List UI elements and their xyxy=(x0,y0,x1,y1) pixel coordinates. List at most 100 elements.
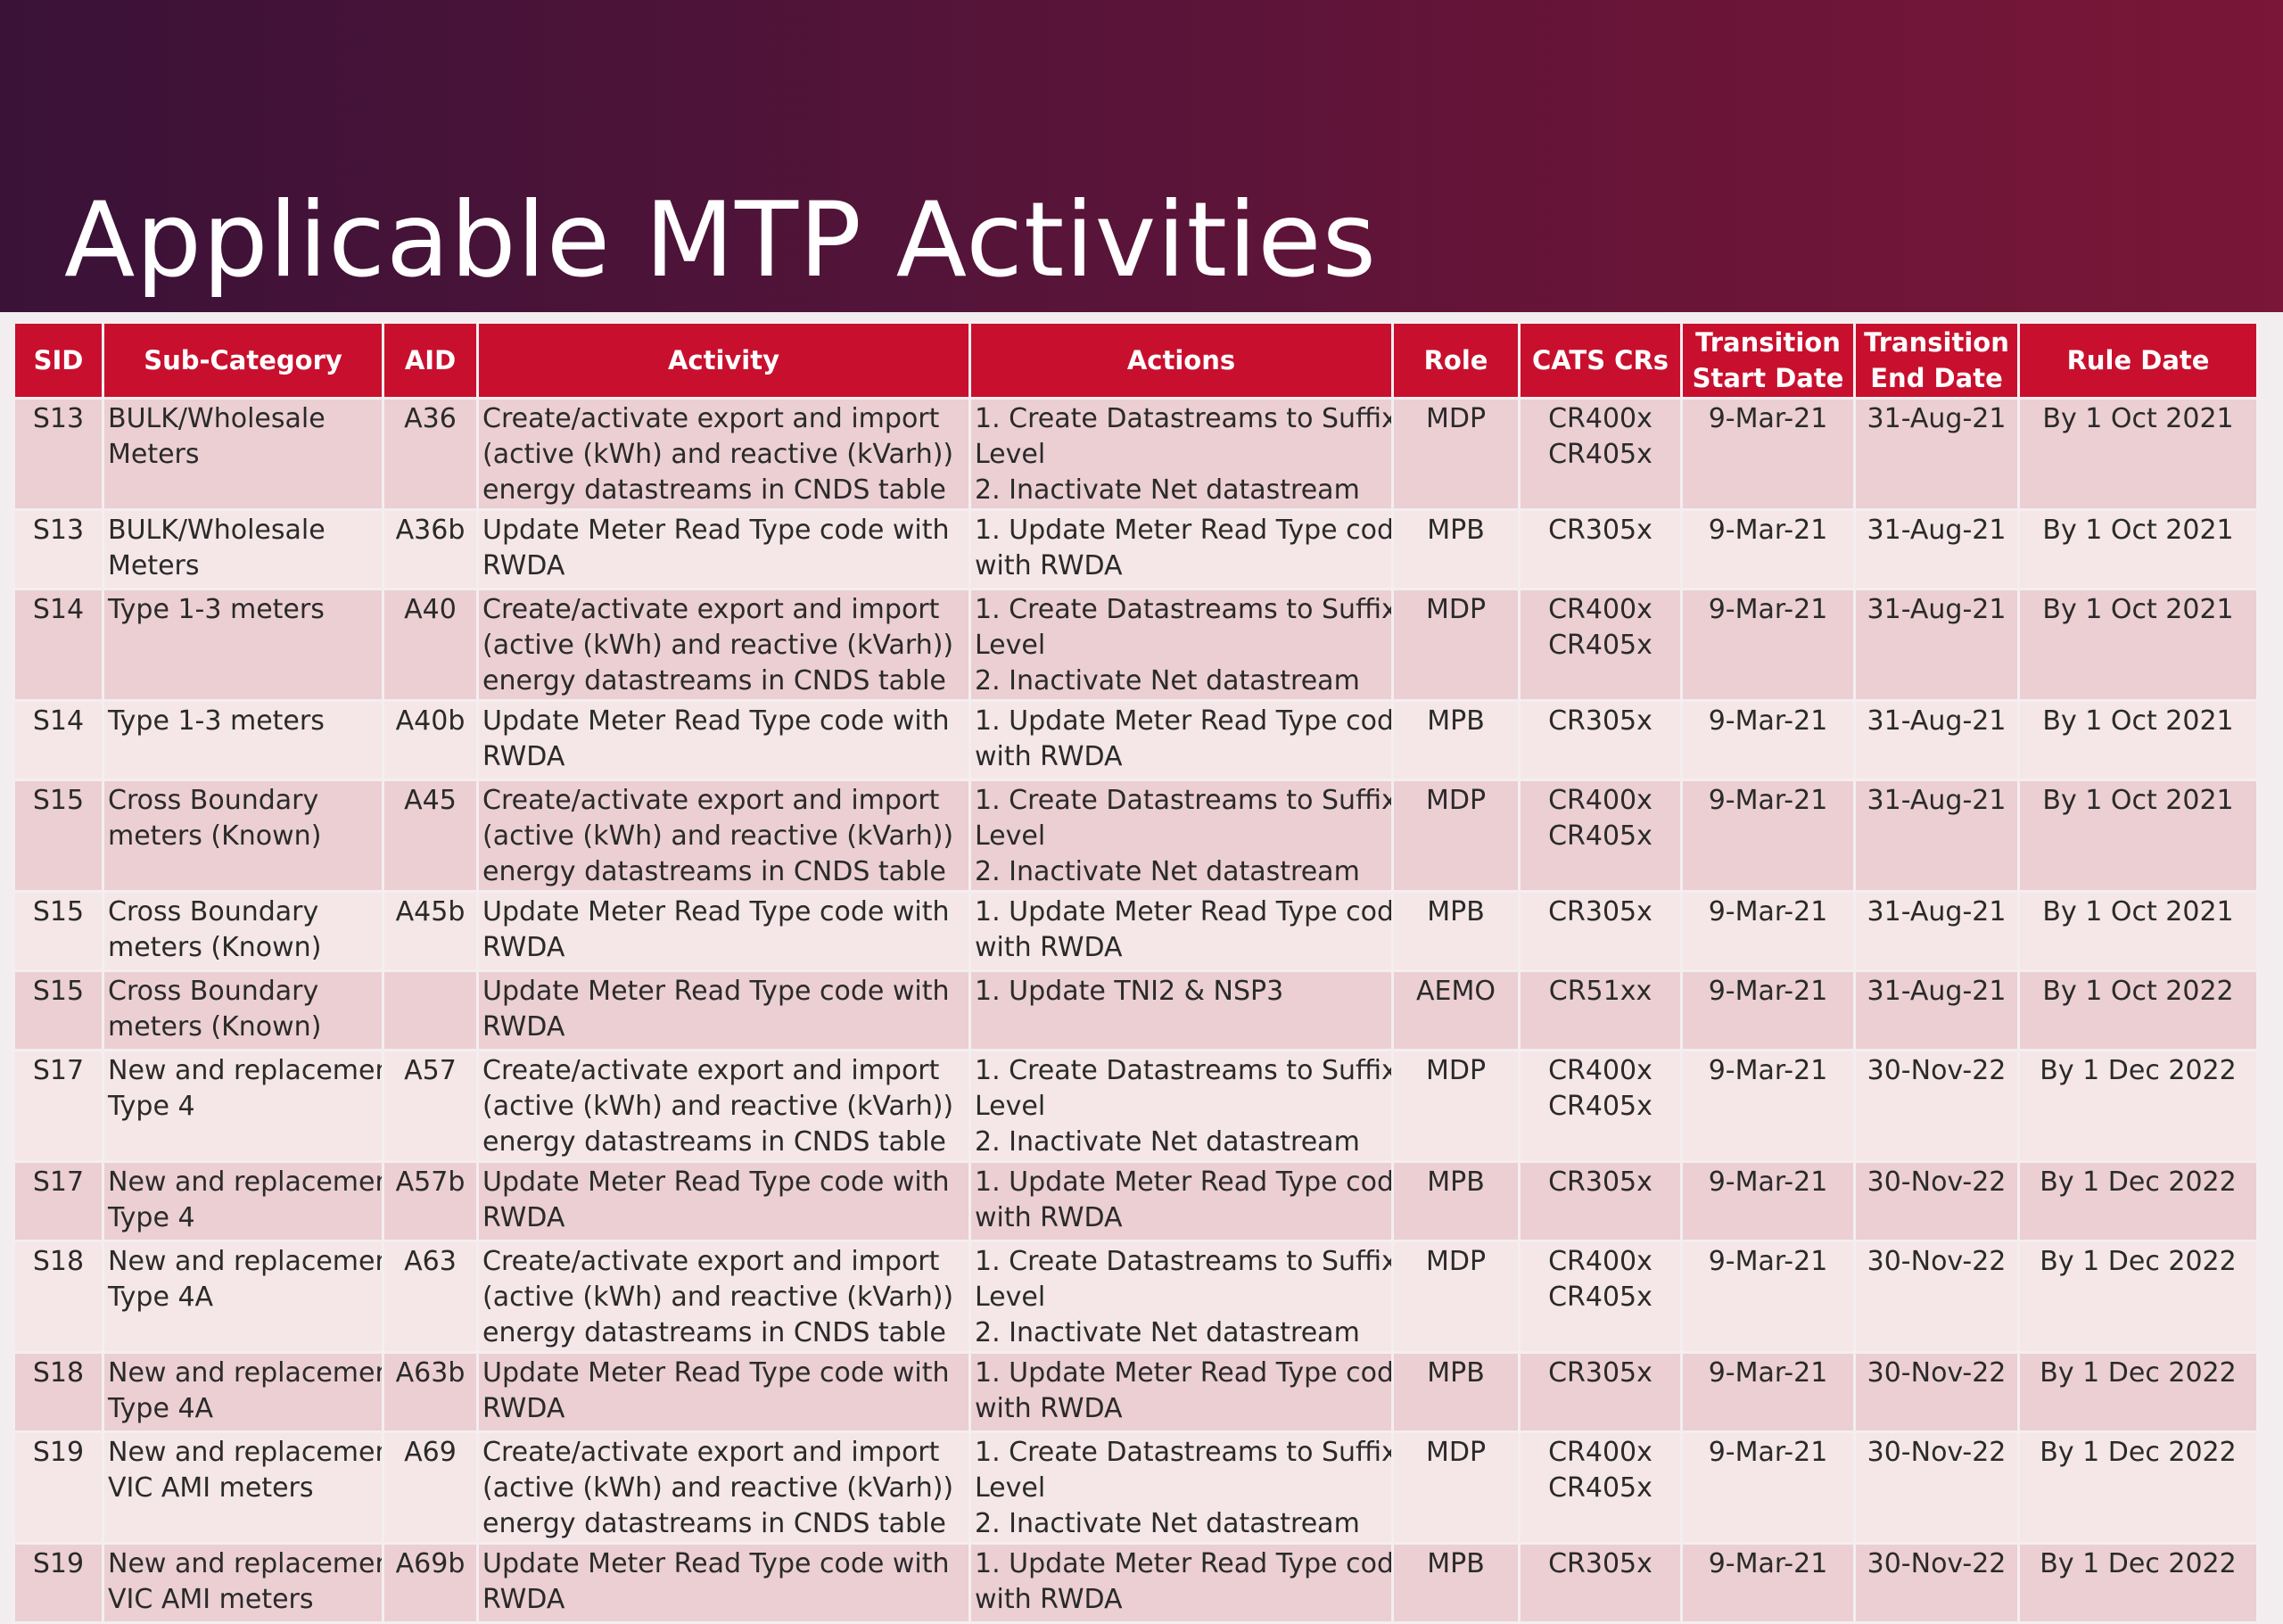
cell-sub-category: New and replacement VIC AMI meters xyxy=(102,1542,384,1624)
cell-aid: A45 xyxy=(382,779,479,893)
cell-activity: Create/activate export and import (active… xyxy=(476,1049,971,1163)
table-row: S15 Cross Boundary meters (Known) Update Me… xyxy=(12,969,2259,1051)
cell-activity-line: RWDA xyxy=(482,550,565,581)
cell-cats-crs-line: CR405x xyxy=(1548,1091,1652,1122)
cell-activity-line: energy datastreams in CNDS table xyxy=(482,474,946,506)
cell-sub-category-line: New and replacement xyxy=(108,1437,383,1468)
table-row: S17 New and replacement Type 4 A57b Update M… xyxy=(12,1160,2259,1242)
cell-rule-date: By 1 Oct 2021 xyxy=(2017,397,2259,511)
title-banner xyxy=(0,0,2283,312)
cell-transition-end: 31-Aug-21 xyxy=(1853,779,2020,893)
cell-activity-line: Create/activate export and import xyxy=(482,1437,940,1468)
cell-activity-line: Update Meter Read Type code with xyxy=(482,515,950,546)
cell-rule-date: By 1 Dec 2022 xyxy=(2017,1160,2259,1242)
cell-sub-category-line: New and replacement xyxy=(108,1055,383,1086)
cell-activity: Update Meter Read Type code with RWDA xyxy=(476,890,971,972)
cell-rule-date: By 1 Dec 2022 xyxy=(2017,1430,2259,1545)
cell-transition-end: 30-Nov-22 xyxy=(1853,1542,2020,1624)
cell-actions-line: 1. Create Datastreams to Suffix xyxy=(975,785,1393,816)
cell-sub-category-line: Meters xyxy=(108,550,200,581)
cell-actions-line: with RWDA xyxy=(975,932,1123,963)
cell-sub-category: BULK/Wholesale Meters xyxy=(102,397,384,511)
cell-cats-crs-line: CR400x xyxy=(1548,785,1652,816)
table-row: S14 Type 1-3 meters A40b Update Meter Read … xyxy=(12,699,2259,781)
cell-sub-category-line: Type 4 xyxy=(108,1202,195,1233)
table-row: S14 Type 1-3 meters A40 Create/activate exp… xyxy=(12,588,2259,702)
cell-cats-crs-line: CR305x xyxy=(1548,896,1652,927)
cell-activity-line: (active (kWh) and reactive (kVarh)) xyxy=(482,1472,954,1504)
cell-activity: Update Meter Read Type code with RWDA xyxy=(476,699,971,781)
cell-sub-category-line: meters (Known) xyxy=(108,820,322,852)
cell-actions: 1. Update Meter Read Type code with RWDA xyxy=(968,1351,1394,1433)
cell-actions-line: Level xyxy=(975,439,1046,470)
cell-actions-line: 1. Create Datastreams to Suffix xyxy=(975,403,1393,434)
cell-cats-crs: CR305x xyxy=(1518,1160,1683,1242)
cell-sub-category: Cross Boundary meters (Known) xyxy=(102,890,384,972)
cell-actions-line: with RWDA xyxy=(975,550,1123,581)
table-row: S18 New and replacement Type 4A A63 Create/a… xyxy=(12,1240,2259,1354)
cell-activity-line: (active (kWh) and reactive (kVarh)) xyxy=(482,1282,954,1313)
cell-activity-line: RWDA xyxy=(482,741,565,772)
cell-transition-end: 30-Nov-22 xyxy=(1853,1049,2020,1163)
header-transition-start-line1: Transition xyxy=(1695,327,1841,358)
cell-actions-line: Level xyxy=(975,1091,1046,1122)
cell-activity: Create/activate export and import (active… xyxy=(476,779,971,893)
cell-activity-line: RWDA xyxy=(482,1584,565,1615)
page-title: Applicable MTP Activities xyxy=(64,180,1377,301)
cell-cats-crs: CR51xx xyxy=(1518,969,1683,1051)
cell-actions-line: 1. Create Datastreams to Suffix xyxy=(975,1246,1393,1277)
cell-actions: 1. Create Datastreams to Suffix Level 2. I… xyxy=(968,397,1394,511)
cell-activity-line: Update Meter Read Type code with xyxy=(482,1548,950,1579)
cell-role: MPB xyxy=(1391,508,1521,590)
cell-transition-start: 9-Mar-21 xyxy=(1680,779,1856,893)
cell-rule-date: By 1 Oct 2021 xyxy=(2017,588,2259,702)
cell-cats-crs-line: CR305x xyxy=(1548,1357,1652,1389)
cell-transition-end: 30-Nov-22 xyxy=(1853,1240,2020,1354)
cell-role: MPB xyxy=(1391,1351,1521,1433)
header-transition-end-line1: Transition xyxy=(1864,327,2009,358)
cell-sub-category-line: Type 1-3 meters xyxy=(108,594,325,625)
cell-transition-start: 9-Mar-21 xyxy=(1680,1351,1856,1433)
cell-actions: 1. Update TNI2 & NSP3 xyxy=(968,969,1394,1051)
cell-role: MPB xyxy=(1391,699,1521,781)
cell-sub-category-line: Cross Boundary xyxy=(108,896,319,927)
cell-sub-category-line: Type 4 xyxy=(108,1091,195,1122)
cell-actions-line: Level xyxy=(975,820,1046,852)
cell-actions-line: 2. Inactivate Net datastream xyxy=(975,665,1360,697)
table-row: S18 New and replacement Type 4A A63b Update … xyxy=(12,1351,2259,1433)
cell-sid: S18 xyxy=(12,1351,104,1433)
cell-cats-crs-line: CR405x xyxy=(1548,630,1652,661)
cell-activity-line: RWDA xyxy=(482,1011,565,1043)
cell-sub-category: New and replacement Type 4A xyxy=(102,1351,384,1433)
cell-cats-crs-line: CR400x xyxy=(1548,1246,1652,1277)
cell-sid: S14 xyxy=(12,699,104,781)
cell-sid: S13 xyxy=(12,397,104,511)
cell-cats-crs: CR400x CR405x xyxy=(1518,588,1683,702)
cell-sid: S13 xyxy=(12,508,104,590)
header-sid: SID xyxy=(12,321,104,400)
cell-transition-start: 9-Mar-21 xyxy=(1680,508,1856,590)
cell-activity-line: RWDA xyxy=(482,1393,565,1424)
cell-actions-line: 2. Inactivate Net datastream xyxy=(975,856,1360,887)
cell-aid: A69 xyxy=(382,1430,479,1545)
cell-aid: A57 xyxy=(382,1049,479,1163)
cell-activity-line: RWDA xyxy=(482,1202,565,1233)
cell-transition-start: 9-Mar-21 xyxy=(1680,1049,1856,1163)
cell-cats-crs: CR305x xyxy=(1518,699,1683,781)
cell-role: MPB xyxy=(1391,890,1521,972)
cell-sub-category-line: Cross Boundary xyxy=(108,976,319,1007)
table-row: S15 Cross Boundary meters (Known) A45b Updat… xyxy=(12,890,2259,972)
cell-sub-category: Cross Boundary meters (Known) xyxy=(102,779,384,893)
table-header-row: SID Sub-Category AID Activity Actions Ro… xyxy=(12,321,2259,400)
header-rule-date: Rule Date xyxy=(2017,321,2259,400)
cell-cats-crs: CR305x xyxy=(1518,1542,1683,1624)
cell-rule-date: By 1 Dec 2022 xyxy=(2017,1542,2259,1624)
header-sub-category: Sub-Category xyxy=(102,321,384,400)
cell-actions-line: Level xyxy=(975,630,1046,661)
header-transition-end-date: Transition End Date xyxy=(1853,321,2020,400)
cell-activity-line: Create/activate export and import xyxy=(482,1246,940,1277)
cell-role: MDP xyxy=(1391,588,1521,702)
cell-role: MPB xyxy=(1391,1160,1521,1242)
cell-transition-end: 31-Aug-21 xyxy=(1853,699,2020,781)
cell-actions-line: 2. Inactivate Net datastream xyxy=(975,474,1360,506)
